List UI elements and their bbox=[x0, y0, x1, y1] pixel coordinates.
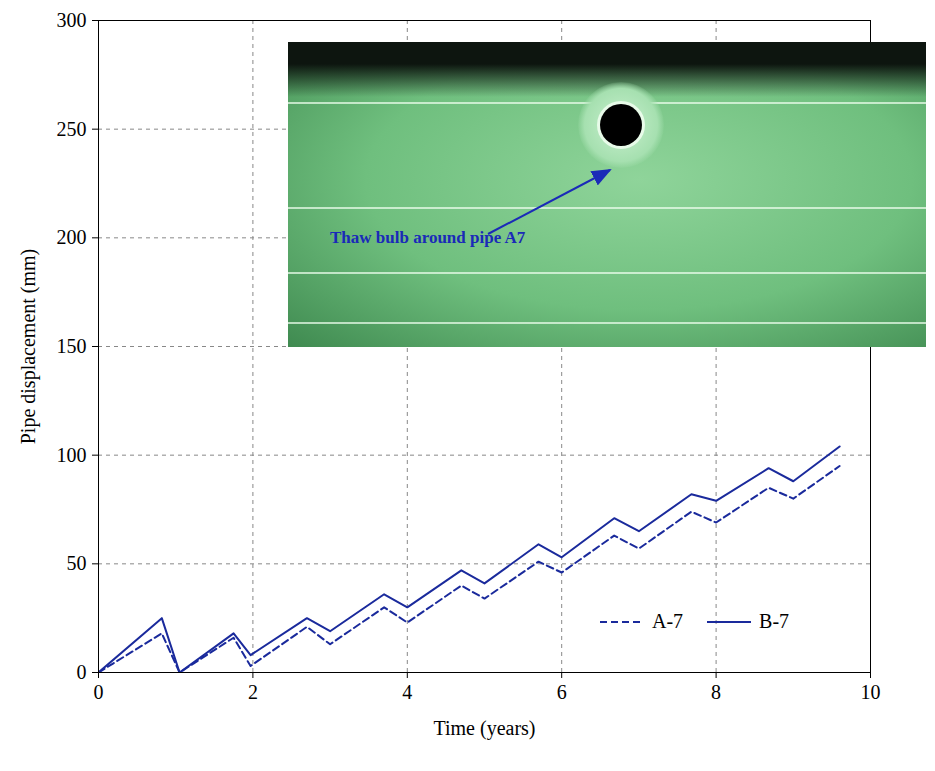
svg-text:200: 200 bbox=[57, 226, 87, 248]
svg-text:0: 0 bbox=[77, 661, 87, 683]
html-text:A-7: A-7 bbox=[652, 610, 684, 632]
svg-text:250: 250 bbox=[57, 118, 87, 140]
svg-text:0: 0 bbox=[94, 681, 104, 703]
svg-text:10: 10 bbox=[861, 681, 881, 703]
svg-text:150: 150 bbox=[57, 335, 87, 357]
svg-text:Time (years): Time (years) bbox=[433, 717, 535, 740]
svg-text:Pipe displacement (mm): Pipe displacement (mm) bbox=[17, 249, 40, 445]
svg-text:100: 100 bbox=[57, 444, 87, 466]
html-text:Thaw bulb around pipe A7: Thaw bulb around pipe A7 bbox=[330, 228, 526, 247]
svg-text:300: 300 bbox=[57, 9, 87, 31]
svg-text:50: 50 bbox=[67, 552, 87, 574]
svg-text:8: 8 bbox=[711, 681, 721, 703]
svg-text:2: 2 bbox=[248, 681, 258, 703]
svg-text:6: 6 bbox=[557, 681, 567, 703]
svg-text:4: 4 bbox=[402, 681, 412, 703]
html-text:B-7: B-7 bbox=[759, 610, 790, 632]
